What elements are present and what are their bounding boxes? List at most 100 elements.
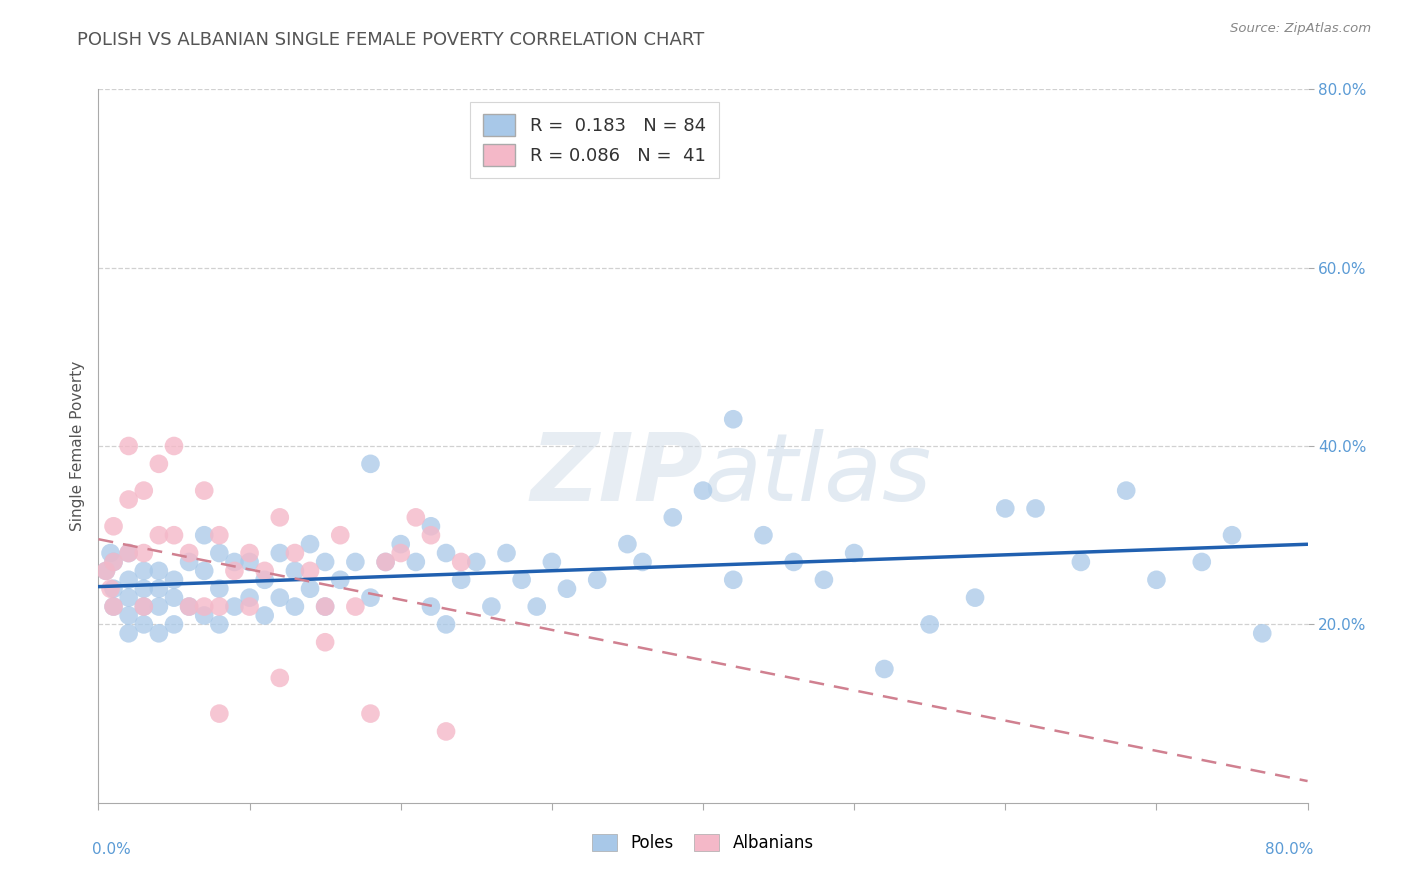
Point [434, 617, 457, 632]
Point [284, 546, 307, 560]
Point [434, 546, 457, 560]
Point [132, 599, 155, 614]
Point [329, 528, 352, 542]
Point [103, 555, 125, 569]
Point [299, 582, 322, 596]
Point [540, 555, 562, 569]
Point [434, 724, 457, 739]
Point [555, 582, 578, 596]
Point [631, 555, 654, 569]
Point [132, 617, 155, 632]
Point [100, 582, 122, 596]
Point [208, 617, 231, 632]
Point [783, 555, 806, 569]
Point [163, 528, 186, 542]
Point [269, 510, 291, 524]
Point [208, 546, 231, 560]
Point [253, 564, 276, 578]
Point [148, 582, 170, 596]
Point [374, 555, 396, 569]
Point [148, 599, 170, 614]
Point [465, 555, 488, 569]
Point [148, 626, 170, 640]
Point [103, 599, 125, 614]
Point [253, 608, 276, 623]
Point [208, 528, 231, 542]
Point [253, 573, 276, 587]
Point [1191, 555, 1213, 569]
Point [132, 564, 155, 578]
Point [179, 555, 201, 569]
Point [118, 591, 141, 605]
Point [360, 591, 382, 605]
Point [299, 537, 322, 551]
Point [269, 671, 291, 685]
Point [179, 599, 201, 614]
Point [118, 626, 141, 640]
Point [481, 599, 503, 614]
Point [405, 510, 427, 524]
Point [193, 528, 215, 542]
Point [179, 546, 201, 560]
Point [179, 599, 201, 614]
Point [132, 483, 155, 498]
Point [420, 528, 443, 542]
Point [269, 546, 291, 560]
Point [360, 706, 382, 721]
Point [148, 564, 170, 578]
Point [450, 555, 472, 569]
Point [344, 555, 367, 569]
Point [389, 546, 412, 560]
Point [299, 564, 322, 578]
Point [118, 546, 141, 560]
Point [193, 564, 215, 578]
Point [239, 591, 262, 605]
Text: 0.0%: 0.0% [93, 842, 131, 857]
Text: atlas: atlas [703, 429, 931, 520]
Point [918, 617, 941, 632]
Point [389, 537, 412, 551]
Point [239, 546, 262, 560]
Point [1070, 555, 1092, 569]
Point [94, 564, 117, 578]
Point [118, 439, 141, 453]
Text: ZIP: ZIP [530, 428, 703, 521]
Point [132, 546, 155, 560]
Point [224, 599, 246, 614]
Point [526, 599, 548, 614]
Point [692, 483, 714, 498]
Point [420, 519, 443, 533]
Point [132, 582, 155, 596]
Text: Source: ZipAtlas.com: Source: ZipAtlas.com [1230, 22, 1371, 36]
Point [510, 573, 533, 587]
Point [586, 573, 609, 587]
Point [132, 599, 155, 614]
Point [193, 483, 215, 498]
Point [1251, 626, 1274, 640]
Point [994, 501, 1017, 516]
Point [163, 617, 186, 632]
Point [314, 635, 336, 649]
Legend: Poles, Albanians: Poles, Albanians [586, 827, 820, 859]
Text: POLISH VS ALBANIAN SINGLE FEMALE POVERTY CORRELATION CHART: POLISH VS ALBANIAN SINGLE FEMALE POVERTY… [77, 31, 704, 49]
Point [965, 591, 987, 605]
Point [224, 564, 246, 578]
Point [163, 439, 186, 453]
Point [208, 599, 231, 614]
Point [1024, 501, 1046, 516]
Point [450, 573, 472, 587]
Point [118, 492, 141, 507]
Point [118, 573, 141, 587]
Point [844, 546, 866, 560]
Point [163, 573, 186, 587]
Point [284, 564, 307, 578]
Point [360, 457, 382, 471]
Point [329, 573, 352, 587]
Point [1115, 483, 1137, 498]
Point [100, 546, 122, 560]
Point [208, 706, 231, 721]
Point [813, 573, 835, 587]
Point [148, 457, 170, 471]
Point [148, 528, 170, 542]
Point [1144, 573, 1167, 587]
